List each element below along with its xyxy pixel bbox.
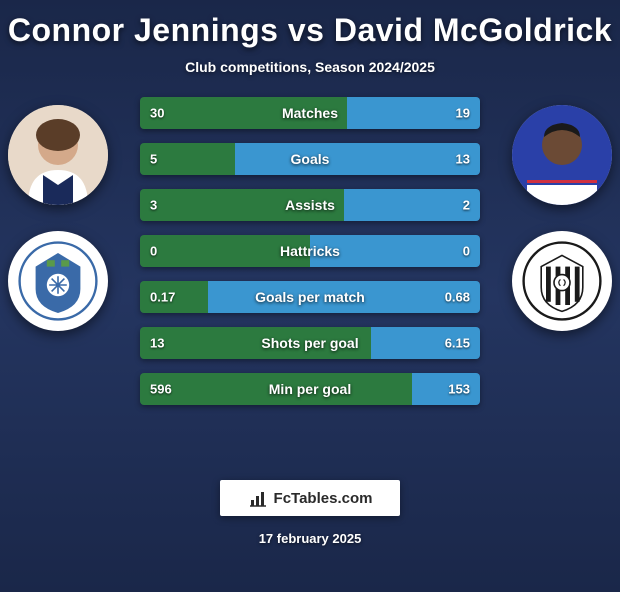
stat-fill-right [344, 189, 480, 221]
stat-value-left: 0 [150, 244, 157, 259]
chart-icon [248, 488, 268, 508]
avatar-icon [8, 105, 108, 205]
stat-fill-left [140, 327, 371, 359]
stat-value-left: 13 [150, 336, 164, 351]
stat-row: 00Hattricks [140, 235, 480, 267]
stat-value-left: 596 [150, 382, 172, 397]
club-right-badge [512, 231, 612, 331]
stat-value-right: 2 [463, 198, 470, 213]
stat-value-left: 3 [150, 198, 157, 213]
crest-icon [522, 241, 602, 321]
stat-fill-right [310, 235, 480, 267]
page-title: Connor Jennings vs David McGoldrick [0, 12, 620, 49]
footer-date: 17 february 2025 [0, 531, 620, 546]
stat-value-left: 0.17 [150, 290, 175, 305]
stat-fill-right [235, 143, 480, 175]
stat-row: 136.15Shots per goal [140, 327, 480, 359]
stat-fill-left [140, 97, 347, 129]
player-right-photo [512, 105, 612, 205]
stat-bars: 3019Matches513Goals32Assists00Hattricks0… [140, 97, 480, 405]
stat-row: 513Goals [140, 143, 480, 175]
avatar-icon [512, 105, 612, 205]
crest-icon [18, 241, 98, 321]
stat-value-right: 13 [456, 152, 470, 167]
club-left-badge [8, 231, 108, 331]
stat-fill-left [140, 189, 344, 221]
player-left-photo [8, 105, 108, 205]
stat-fill-left [140, 235, 310, 267]
stat-row: 32Assists [140, 189, 480, 221]
stat-value-right: 153 [448, 382, 470, 397]
stat-value-left: 30 [150, 106, 164, 121]
footer-logo: FcTables.com [220, 480, 400, 516]
stat-value-right: 0.68 [445, 290, 470, 305]
subtitle: Club competitions, Season 2024/2025 [0, 59, 620, 75]
stat-row: 0.170.68Goals per match [140, 281, 480, 313]
stat-value-right: 19 [456, 106, 470, 121]
comparison-content: 3019Matches513Goals32Assists00Hattricks0… [0, 97, 620, 427]
stat-value-right: 6.15 [445, 336, 470, 351]
stat-value-right: 0 [463, 244, 470, 259]
footer-logo-text: FcTables.com [274, 490, 373, 507]
stat-row: 3019Matches [140, 97, 480, 129]
stat-value-left: 5 [150, 152, 157, 167]
stat-fill-right [208, 281, 480, 313]
stat-fill-left [140, 373, 412, 405]
stat-row: 596153Min per goal [140, 373, 480, 405]
